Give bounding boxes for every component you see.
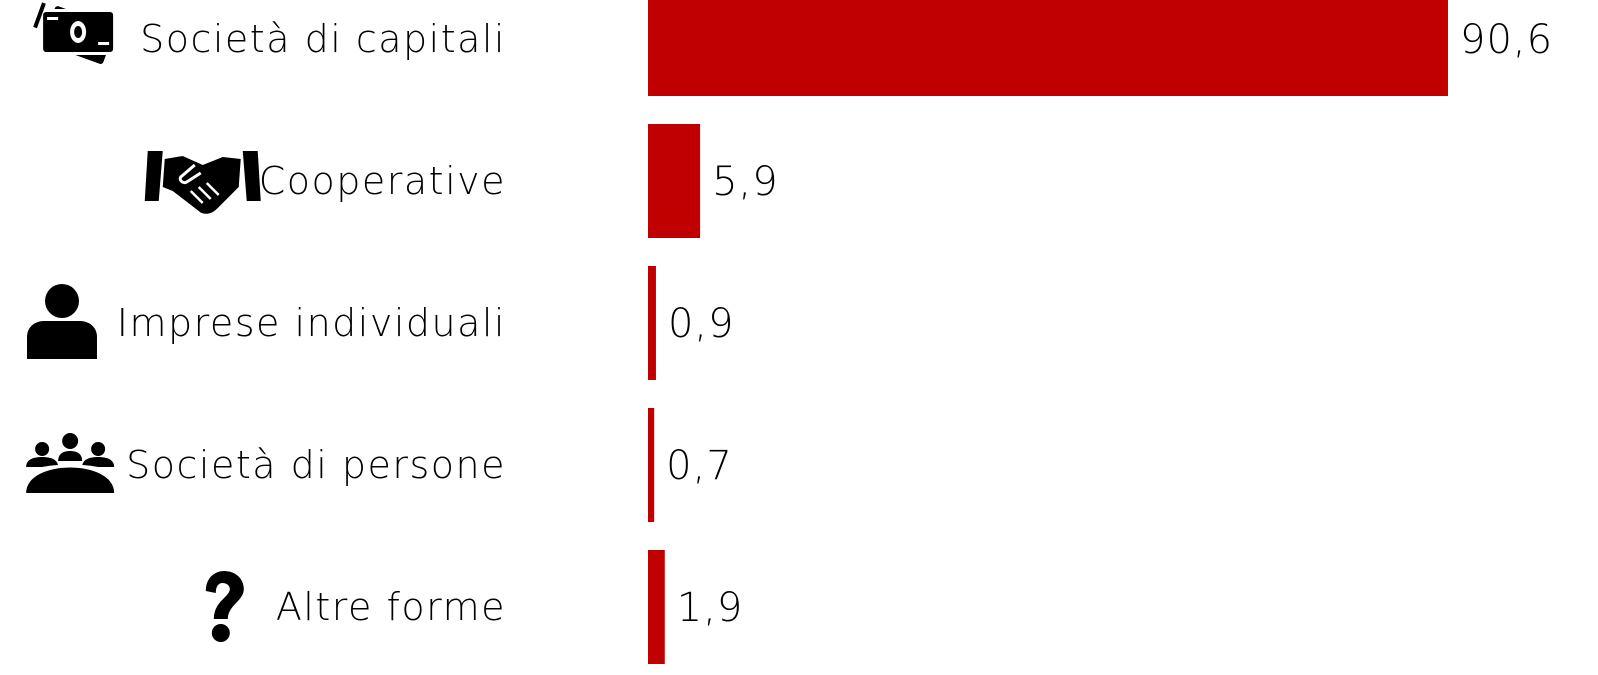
category-label-altre-forme: Altre forme [276, 585, 506, 629]
value-label-cooperative: 5,9 [712, 159, 779, 205]
value-label-imprese-individuali: 0,9 [668, 301, 735, 347]
bars [648, 0, 1448, 664]
bar-altre-forme [648, 550, 665, 664]
group-icon [25, 433, 116, 493]
category-label-imprese-individuali: Imprese individuali [117, 301, 506, 345]
bar-societa-di-capitali [648, 0, 1448, 96]
category-labels: Società di capitali Cooperative Imprese in… [117, 17, 506, 629]
value-labels: 90,6 5,9 0,9 0,7 1,9 [666, 17, 1553, 631]
question-icon [205, 571, 244, 642]
category-icons [25, 2, 261, 642]
banknotes-icon [33, 2, 117, 64]
category-label-societa-di-capitali: Società di capitali [140, 17, 506, 61]
value-label-societa-di-persone: 0,7 [666, 443, 733, 489]
bar-societa-di-persone [648, 408, 655, 522]
value-label-societa-di-capitali: 90,6 [1460, 17, 1553, 63]
bar-imprese-individuali [648, 266, 656, 380]
category-label-societa-di-persone: Società di persone [126, 443, 506, 487]
value-label-altre-forme: 1,9 [677, 585, 744, 631]
person-icon [27, 284, 97, 359]
category-label-cooperative: Cooperative [259, 159, 506, 203]
handshake-icon [144, 151, 261, 214]
bar-cooperative [648, 124, 701, 238]
